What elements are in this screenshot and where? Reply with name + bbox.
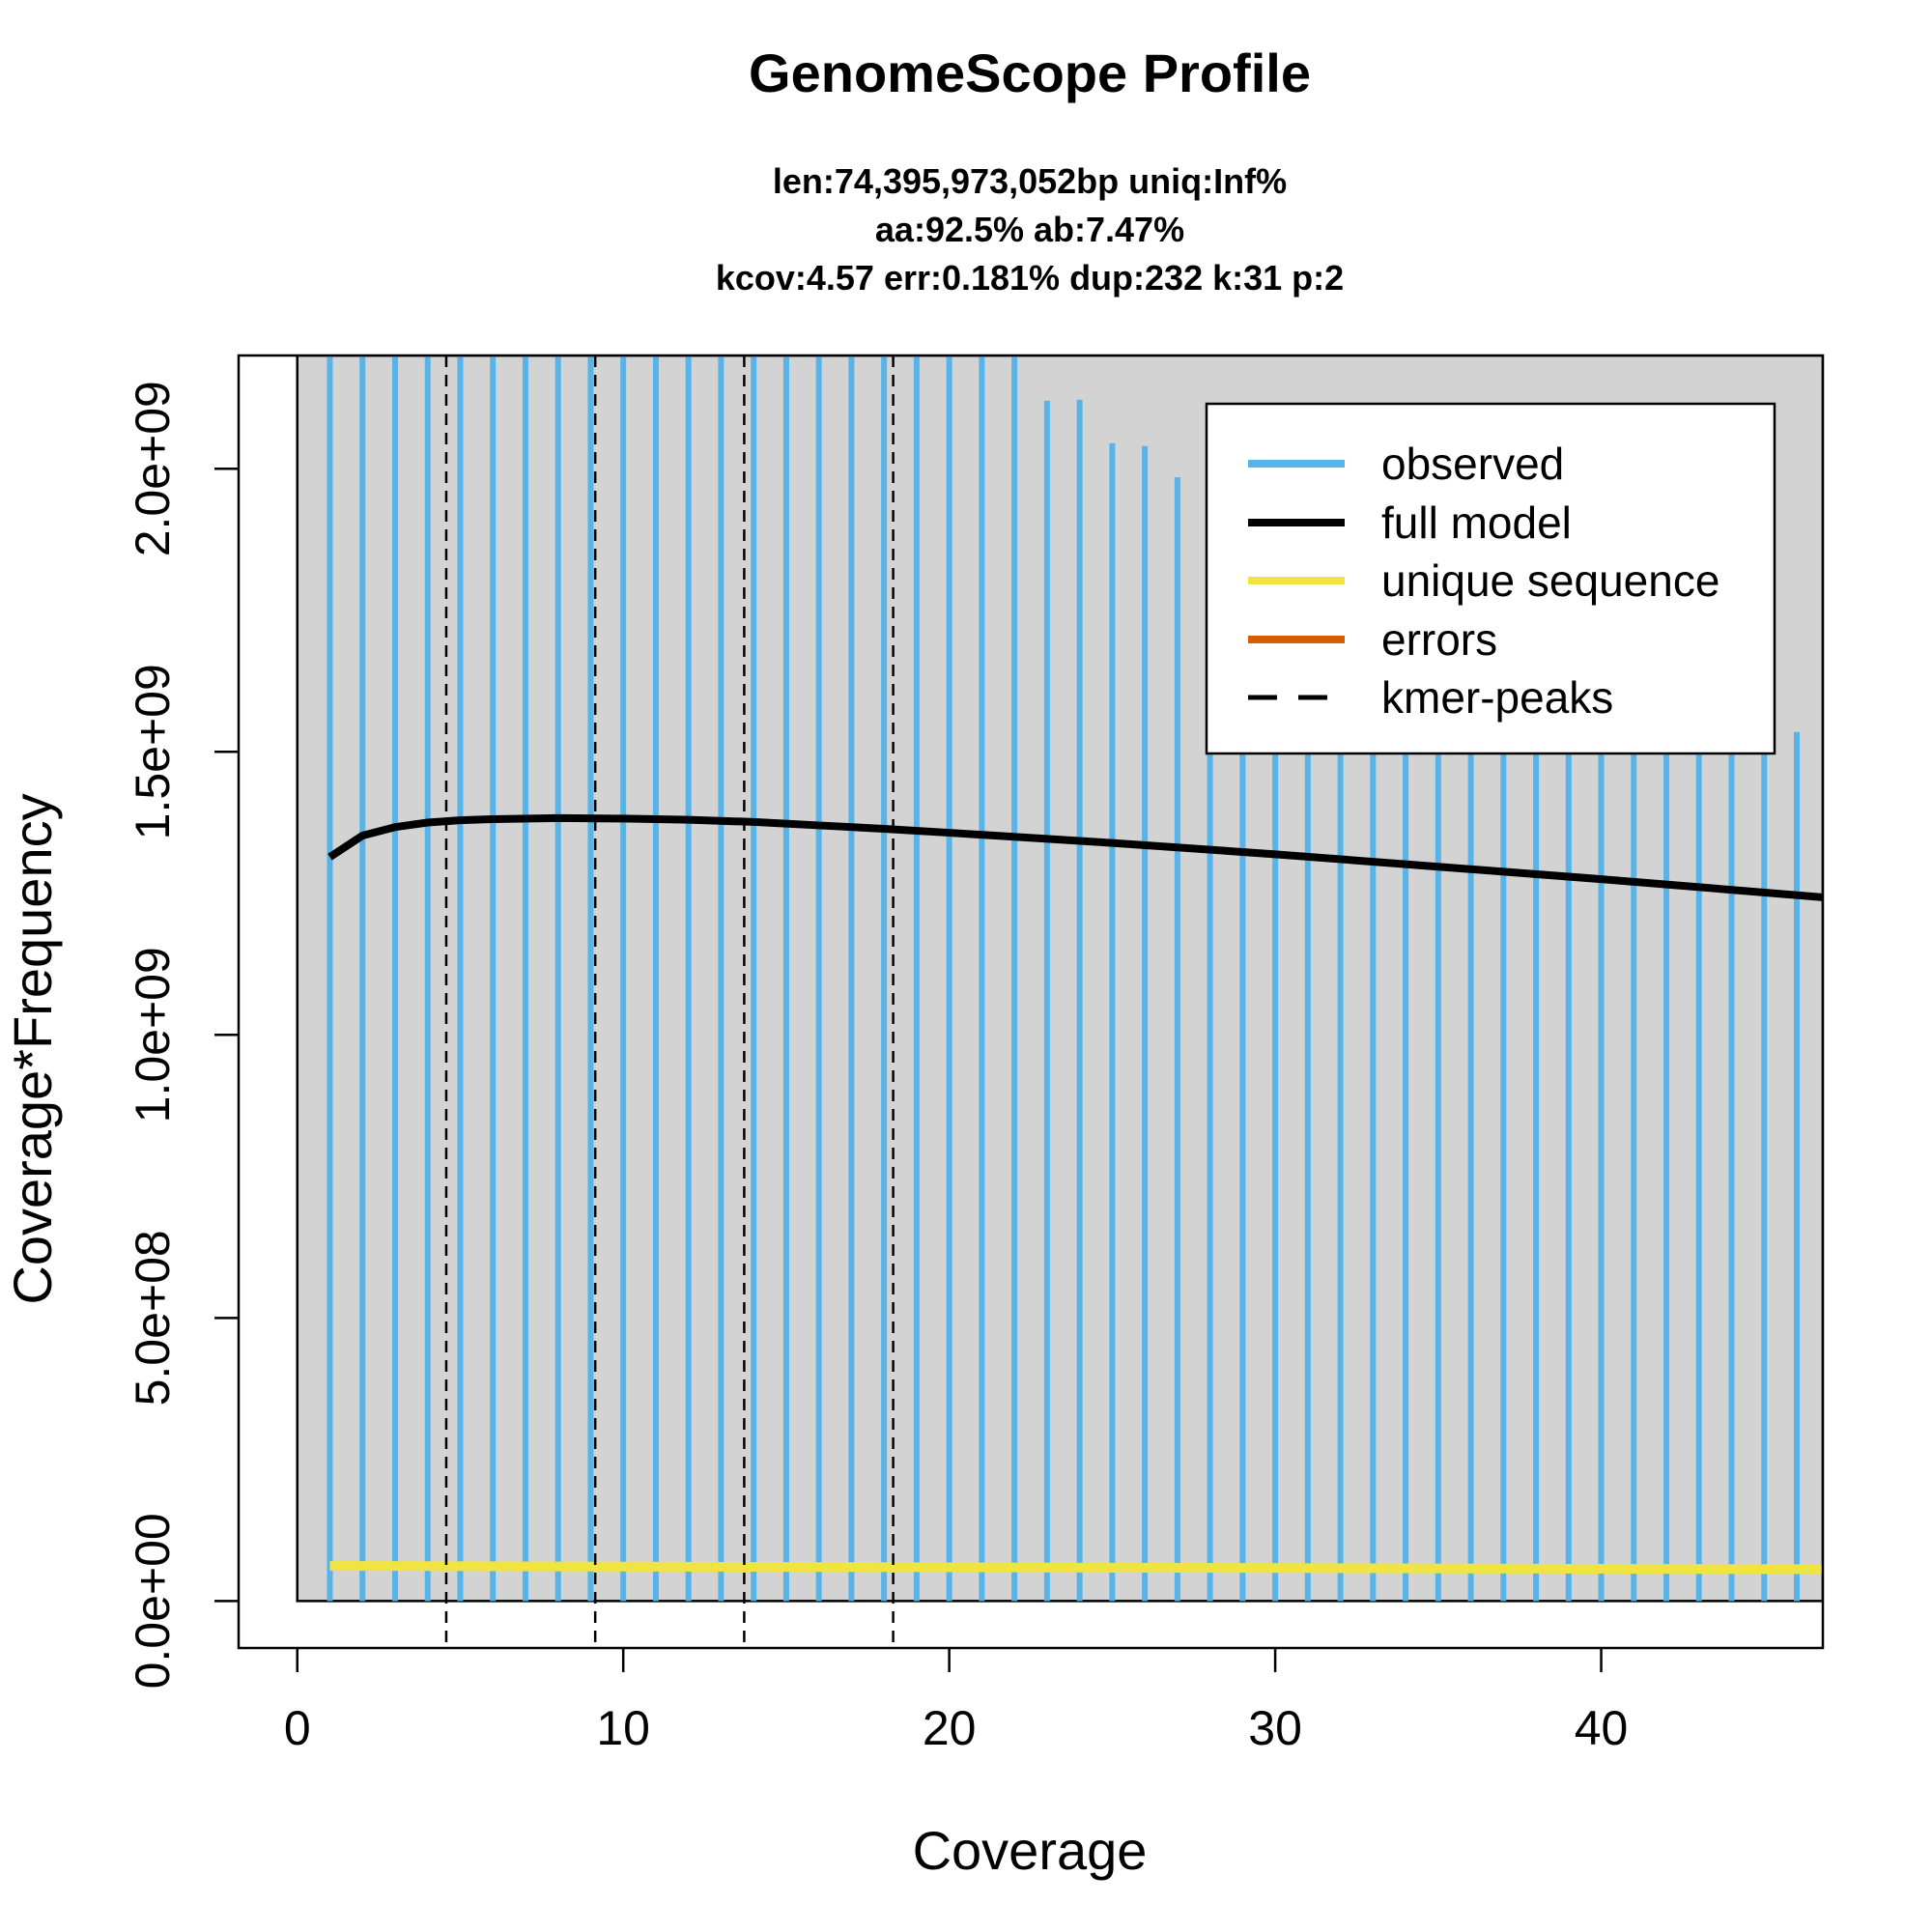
legend-observed-label: observed <box>1381 439 1564 489</box>
y-tick-label: 5.0e+08 <box>126 1230 180 1406</box>
chart-subtitle-line-1: len:74,395,973,052bp uniq:Inf% <box>773 161 1287 201</box>
legend-full-model-label: full model <box>1381 497 1572 548</box>
x-tick-label: 40 <box>1575 1701 1629 1755</box>
legend-unique-sequence-label: unique sequence <box>1381 555 1719 606</box>
y-tick-label: 0.0e+00 <box>126 1513 180 1689</box>
unique-sequence-line <box>329 1561 1823 1575</box>
chart-subtitle-line-3: kcov:4.57 err:0.181% dup:232 k:31 p:2 <box>716 258 1344 298</box>
x-tick-label: 30 <box>1248 1701 1302 1755</box>
x-tick-label: 0 <box>284 1701 311 1755</box>
legend-kmer-peaks-label: kmer-peaks <box>1381 672 1613 723</box>
x-tick-label: 10 <box>596 1701 650 1755</box>
chart-subtitle-line-2: aa:92.5% ab:7.47% <box>875 210 1184 249</box>
y-tick-label: 2.0e+09 <box>126 381 180 556</box>
x-axis-label: Coverage <box>913 1820 1148 1881</box>
y-axis-label: Coverage*Frequency <box>2 793 63 1304</box>
legend-errors-label: errors <box>1381 614 1497 665</box>
full-model-line <box>327 813 1823 901</box>
y-tick-label: 1.5e+09 <box>126 664 180 839</box>
x-tick-label: 20 <box>923 1701 977 1755</box>
plot-frame <box>237 354 1825 1650</box>
y-tick-label: 1.0e+09 <box>126 947 180 1122</box>
chart-title: GenomeScope Profile <box>749 43 1311 103</box>
legend: observed full model unique sequence erro… <box>1205 402 1776 755</box>
